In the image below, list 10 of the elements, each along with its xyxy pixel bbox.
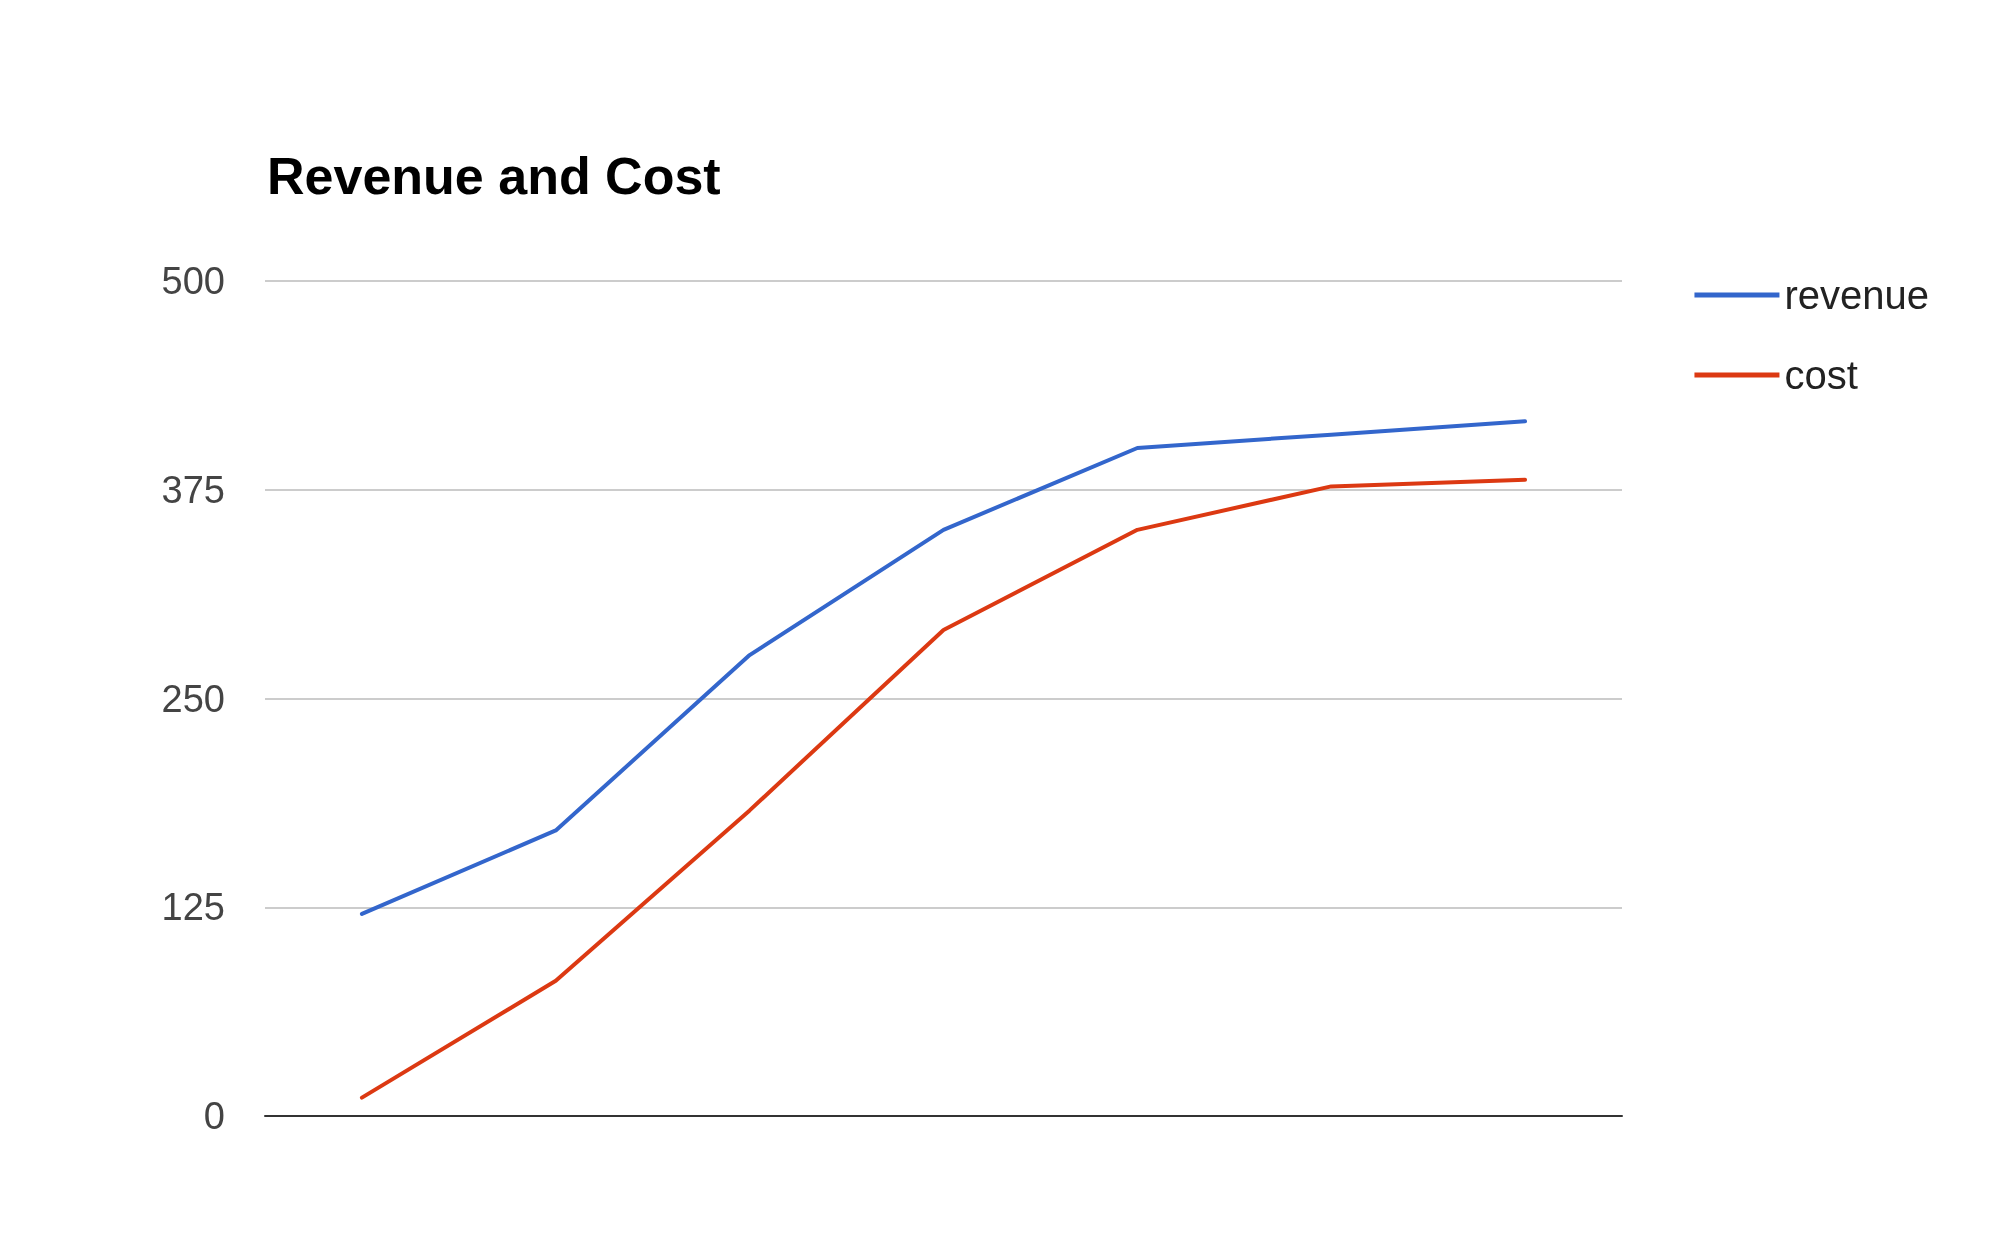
legend-label: revenue xyxy=(1784,273,1930,317)
y-tick-label: 125 xyxy=(161,886,225,929)
y-tick-label: 500 xyxy=(161,260,225,302)
line-series xyxy=(359,419,1528,916)
y-tick-label: 250 xyxy=(161,677,225,720)
y-tick-label: 0 xyxy=(203,1095,225,1137)
line-series xyxy=(359,477,1528,1100)
chart-title: Revenue and Cost xyxy=(267,147,721,205)
legend-label: cost xyxy=(1784,353,1858,397)
y-tick-label: 375 xyxy=(161,468,225,511)
